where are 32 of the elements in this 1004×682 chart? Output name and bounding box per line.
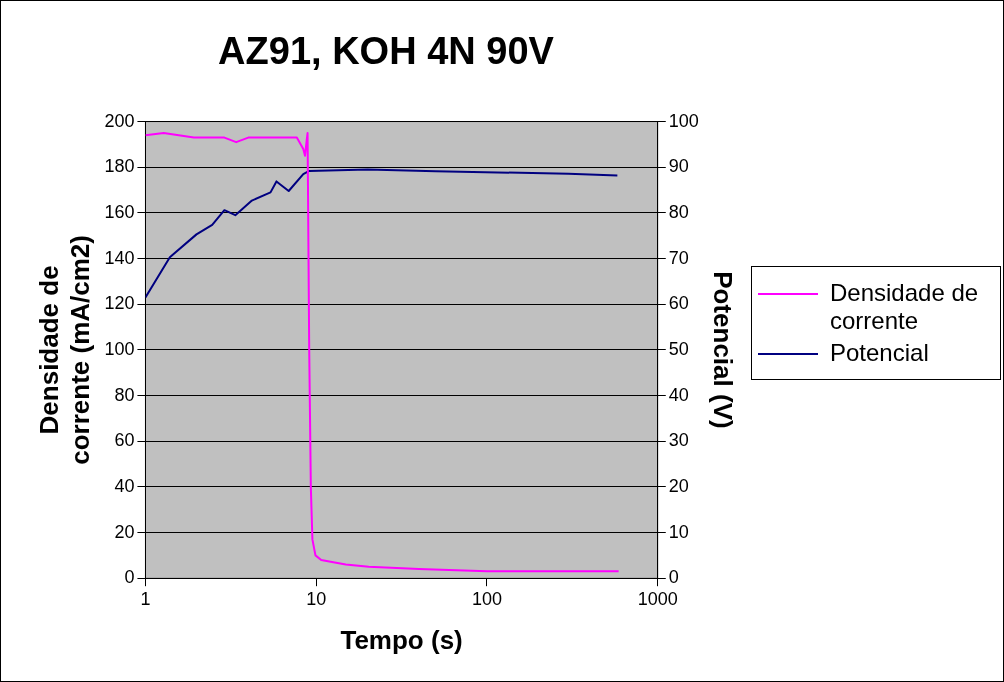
y-axis-title: Densidade de corrente (mA/cm2)	[33, 235, 95, 465]
y2-axis-title: Potencial (V)	[708, 271, 739, 429]
y-tick-label: 180	[104, 156, 135, 177]
y2-tick-label: 50	[668, 338, 689, 359]
x-tick-label: 10	[306, 588, 327, 609]
y2-tick-label: 0	[668, 567, 679, 588]
legend-label: Densidade de corrente	[830, 279, 980, 335]
x-tick-label: 1000	[637, 588, 678, 609]
y-tick-label: 60	[114, 430, 135, 451]
y2-tick-label: 20	[668, 475, 689, 496]
y2-tick-label: 80	[668, 201, 689, 222]
y-tick-label: 160	[104, 201, 135, 222]
y2-tick-label: 90	[668, 156, 689, 177]
y-tick-label: 100	[104, 338, 135, 359]
x-axis-title: Tempo (s)	[340, 624, 463, 655]
y2-tick-label: 40	[668, 384, 689, 405]
x-tick-label: 1	[140, 588, 151, 609]
y2-tick-label: 10	[668, 521, 689, 542]
y-tick-label: 80	[114, 384, 135, 405]
y2-tick-label: 30	[668, 430, 689, 451]
y-tick-label: 140	[104, 247, 135, 268]
y-tick-label: 40	[114, 475, 135, 496]
y2-tick-label: 70	[668, 247, 689, 268]
y-tick-label: 0	[124, 567, 135, 588]
legend-label: Potencial	[830, 339, 929, 367]
y-tick-label: 200	[104, 110, 135, 131]
y2-tick-label: 100	[668, 110, 699, 131]
y-tick-label: 120	[104, 293, 135, 314]
chart-title: AZ91, KOH 4N 90V	[218, 30, 555, 73]
y2-tick-label: 60	[668, 293, 689, 314]
x-tick-label: 100	[471, 588, 503, 609]
y-tick-label: 20	[114, 521, 135, 542]
